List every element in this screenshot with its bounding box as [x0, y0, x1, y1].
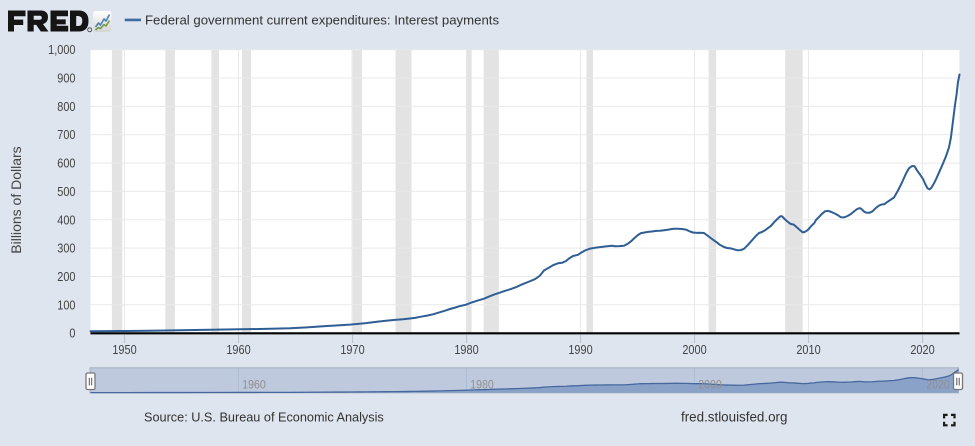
svg-text:800: 800	[57, 99, 76, 114]
svg-text:200: 200	[57, 269, 76, 284]
svg-text:fred.stlouisfed.org: fred.stlouisfed.org	[681, 410, 787, 425]
svg-text:2000: 2000	[682, 342, 707, 357]
svg-text:400: 400	[57, 212, 76, 227]
svg-text:300: 300	[57, 241, 76, 256]
svg-text:2020: 2020	[910, 342, 935, 357]
svg-text:1970: 1970	[340, 342, 365, 357]
svg-text:1990: 1990	[568, 342, 593, 357]
svg-text:1950: 1950	[112, 342, 137, 357]
svg-text:100: 100	[57, 297, 76, 312]
svg-text:700: 700	[57, 127, 76, 142]
svg-text:1980: 1980	[470, 379, 493, 392]
svg-text:1980: 1980	[454, 342, 479, 357]
svg-text:2010: 2010	[796, 342, 821, 357]
svg-text:1960: 1960	[226, 342, 251, 357]
svg-text:Billions of Dollars: Billions of Dollars	[8, 146, 24, 253]
svg-text:Source: U.S. Bureau of Economi: Source: U.S. Bureau of Economic Analysis	[144, 411, 384, 425]
svg-text:2020: 2020	[926, 379, 949, 392]
svg-text:900: 900	[57, 71, 76, 86]
svg-text:0: 0	[69, 326, 75, 341]
svg-text:600: 600	[57, 156, 76, 171]
svg-text:1960: 1960	[242, 379, 265, 392]
svg-text:2000: 2000	[698, 379, 721, 392]
svg-text:500: 500	[57, 184, 76, 199]
svg-text:Federal government current exp: Federal government current expenditures:…	[145, 13, 499, 28]
svg-text:1,000: 1,000	[48, 42, 76, 57]
